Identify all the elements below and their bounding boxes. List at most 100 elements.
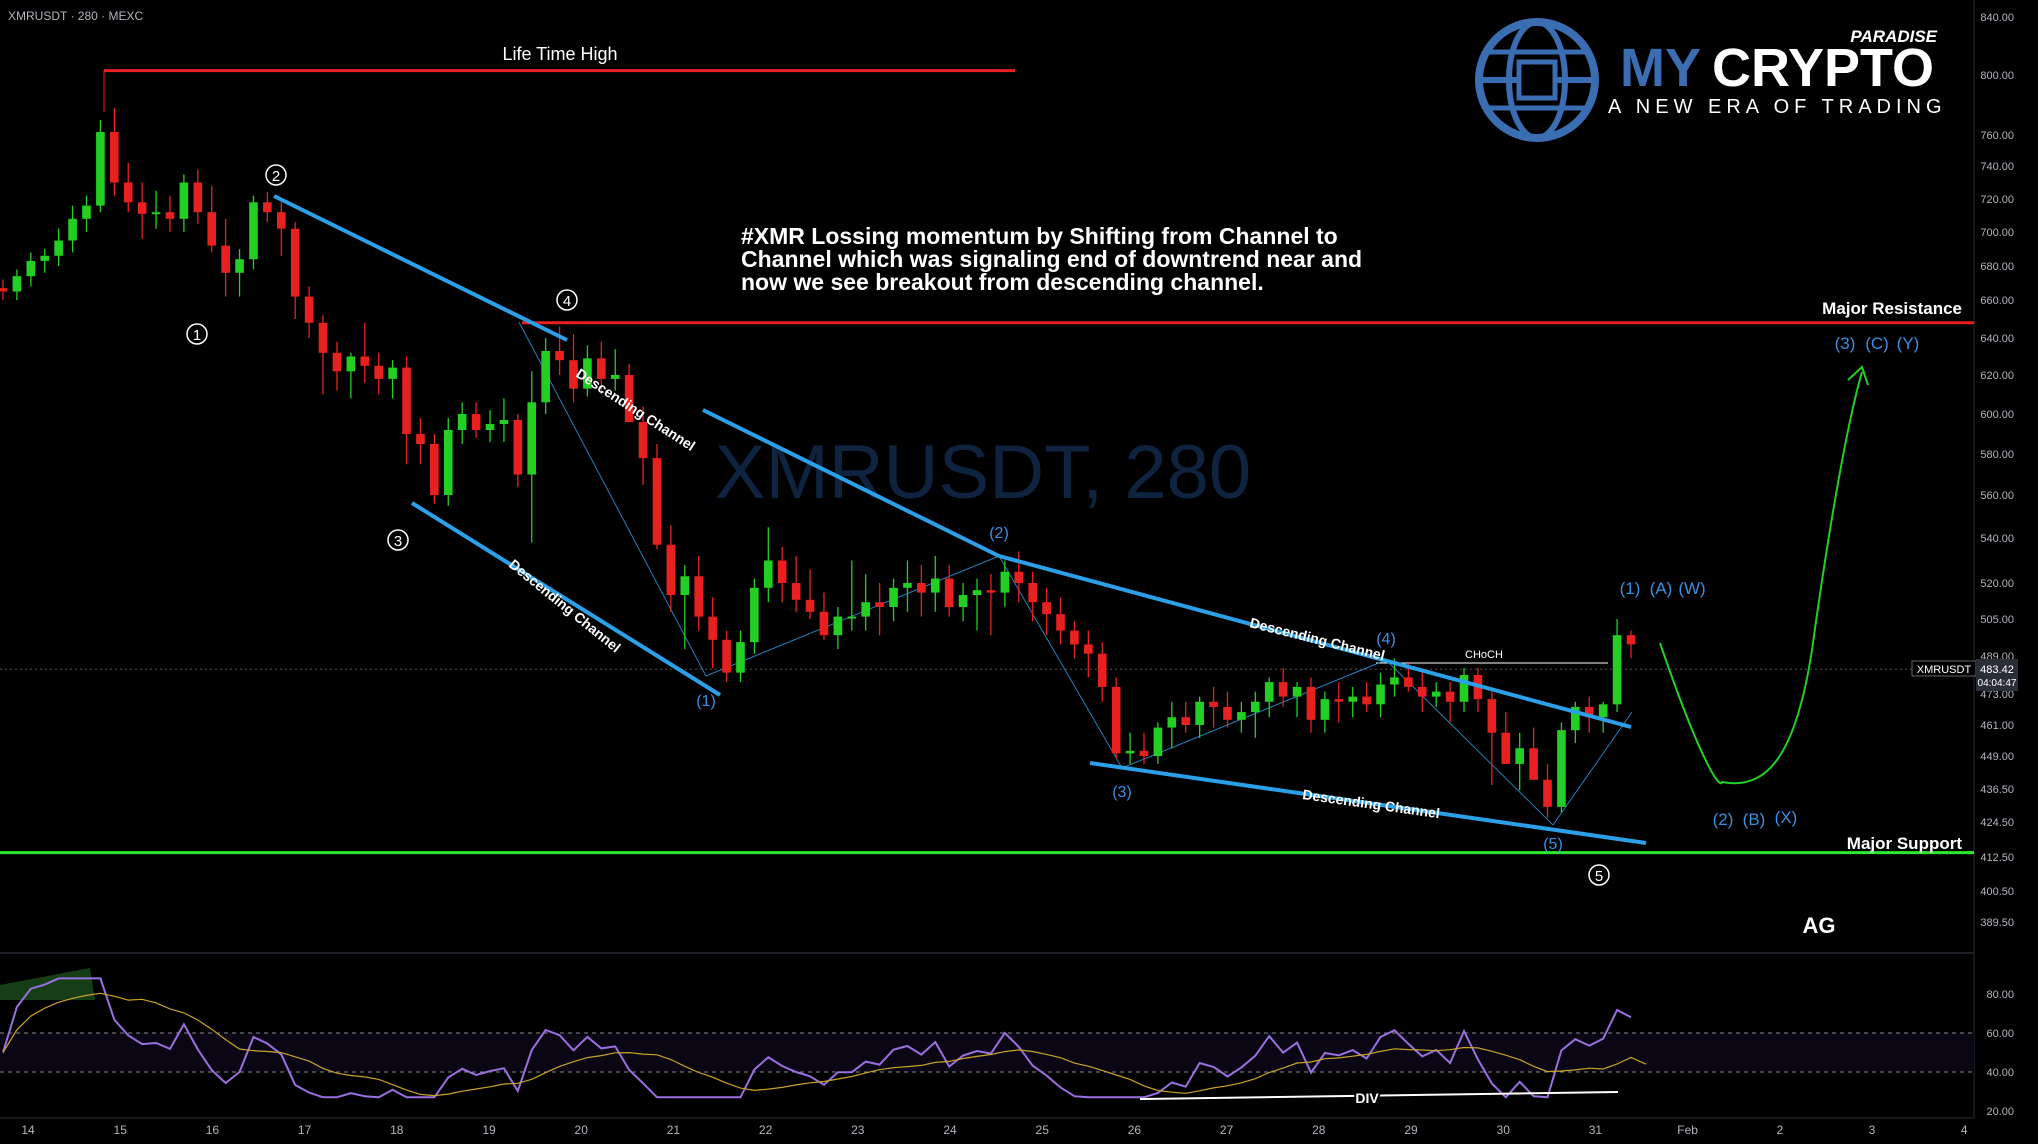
candle: [221, 218, 230, 297]
candle: [791, 556, 801, 612]
candle: [875, 583, 884, 636]
candle: [235, 249, 244, 297]
divergence-line: [1139, 1091, 1619, 1100]
time-tick-label: 16: [206, 1123, 220, 1137]
candle: [944, 565, 954, 617]
price-tick-label: 449.00: [1980, 751, 2014, 763]
price-axis: 840.00 800.00 760.00 740.00 720.00 700.00 680.…: [1980, 12, 2014, 1118]
channel-label-upper-left: Descending Channel: [573, 365, 698, 454]
candle: [457, 402, 467, 444]
commentary-line-3: now we see breakout from descending chan…: [741, 269, 1264, 295]
channel-line: [410, 501, 722, 697]
channel-line: [273, 194, 568, 342]
channel-line: [998, 554, 1632, 729]
candle: [443, 418, 453, 506]
svg-text:04:04:47: 04:04:47: [1978, 678, 2017, 689]
symbol-header[interactable]: XMRUSDT · 280 · MEXC: [8, 9, 143, 23]
candle: [527, 371, 537, 543]
brand-logo: PARADISE MY CRYPTO A NEW ERA OF TRADING: [1475, 18, 1947, 142]
candle: [165, 195, 175, 232]
candle: [680, 565, 690, 650]
commentary: #XMR Lossing momentum by Shifting from C…: [741, 223, 1362, 295]
candle: [624, 363, 634, 422]
candle: [179, 174, 189, 232]
time-tick-label: 2: [1776, 1123, 1783, 1137]
candle: [1306, 677, 1316, 733]
candle: [652, 444, 662, 550]
projection-path: [1659, 365, 1869, 785]
commentary-line-1: #XMR Lossing momentum by Shifting from C…: [741, 223, 1338, 249]
price-tick-label: 580.00: [1980, 449, 2014, 461]
projection-labels-mid: (1) (A) (W): [1620, 579, 1706, 598]
candle: [1084, 630, 1093, 678]
candle: [1431, 682, 1441, 707]
candle: [332, 341, 342, 391]
price-tick-label: 840.00: [1980, 12, 2014, 24]
candle: [917, 565, 926, 617]
candle: [541, 338, 550, 414]
candle: [1097, 642, 1107, 702]
grid: [0, 0, 1975, 1119]
svg-text:483.42: 483.42: [1980, 664, 2014, 676]
time-tick-label: 31: [1589, 1123, 1603, 1137]
current-price-badge: XMRUSDT 483.42 04:04:47: [1911, 659, 2018, 691]
time-tick-label: 21: [667, 1123, 681, 1137]
price-tick-label: 760.00: [1980, 130, 2014, 142]
major-wave-3: 3: [387, 529, 409, 551]
time-tick-label: 28: [1312, 1123, 1326, 1137]
candle: [249, 195, 258, 270]
major-wave-5: 5: [1588, 864, 1610, 886]
candle: [1529, 727, 1538, 780]
svg-text:(1): (1): [1620, 579, 1641, 598]
candle: [1153, 722, 1163, 764]
major-wave-2: 2: [265, 164, 287, 186]
logo-crypto: CRYPTO: [1712, 38, 1934, 98]
candle: [1111, 677, 1121, 759]
candle: [207, 185, 217, 253]
price-tick-label: 680.00: [1980, 261, 2014, 273]
channel-lines: [273, 194, 1647, 845]
candle: [819, 592, 829, 640]
candle: [763, 527, 773, 603]
time-tick-label: 14: [21, 1123, 35, 1137]
candle: [583, 345, 592, 397]
price-tick-label: 424.50: [1980, 817, 2014, 829]
commentary-line-2: Channel which was signaling end of downt…: [741, 246, 1362, 272]
candle: [1626, 630, 1636, 659]
channel-label-upper-right: Descending Channel: [1248, 614, 1386, 663]
price-tick-label: 505.00: [1980, 614, 2014, 626]
price-tick-label: 740.00: [1980, 161, 2014, 173]
candle: [26, 252, 36, 287]
major-wave-4: 4: [556, 289, 578, 311]
candle: [96, 120, 105, 213]
candle: [1209, 686, 1218, 728]
candle: [110, 108, 119, 196]
candle: [1028, 571, 1037, 622]
symbol-watermark: XMRUSDT, 280: [715, 430, 1251, 515]
globe-icon: [1475, 18, 1599, 142]
time-tick-label: 15: [114, 1123, 128, 1137]
rsi-line: [2, 977, 1632, 1099]
candle: [1348, 686, 1358, 718]
candle: [290, 222, 300, 319]
candle: [263, 192, 272, 223]
candle: [471, 402, 481, 438]
candle: [1195, 696, 1204, 738]
logo-tagline: A NEW ERA OF TRADING: [1608, 96, 1947, 118]
candle: [402, 356, 411, 465]
time-tick-label: 3: [1869, 1123, 1876, 1137]
candle: [1376, 672, 1385, 718]
candle: [318, 315, 328, 395]
svg-text:(B): (B): [1743, 810, 1766, 829]
rsi-tick-label: 40.00: [1986, 1067, 2014, 1079]
channel-label-lower-left: Descending Channel: [506, 556, 624, 656]
candle: [513, 414, 523, 487]
time-tick-label: 18: [390, 1123, 404, 1137]
candle: [1459, 667, 1469, 713]
candle: [861, 574, 871, 631]
candle: [1070, 621, 1079, 659]
time-tick-label: 26: [1128, 1123, 1142, 1137]
candlesticks: [0, 108, 1636, 818]
